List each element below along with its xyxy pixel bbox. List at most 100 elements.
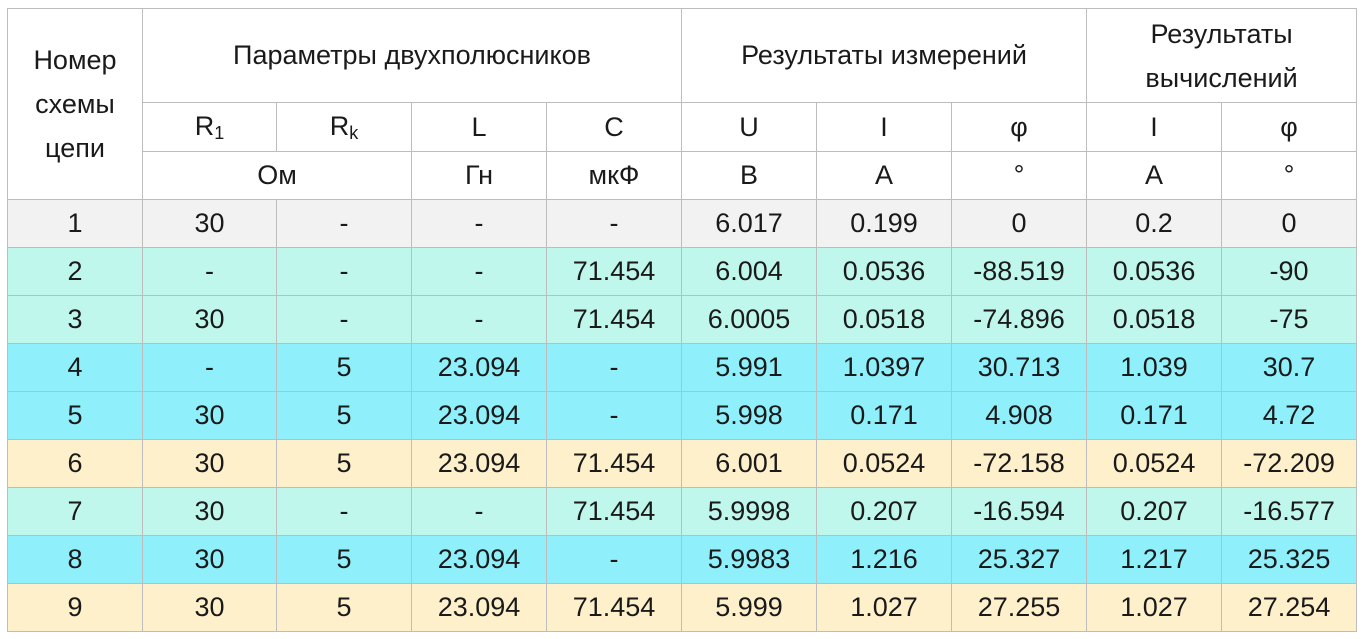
cell-scheme-number: 8 [7,535,143,584]
cell-phi-calculated: 30.7 [1221,343,1358,392]
cell-phi-measured: -72.158 [951,439,1088,488]
table-row: 7 30 - - 71.454 5.9998 0.207 -16.594 0.2… [7,487,1358,536]
cell-l: 23.094 [411,583,547,632]
cell-l: - [411,199,547,248]
header-col-rk-base: R [329,110,350,141]
cell-r1: 30 [142,295,277,344]
table-row: 8 30 5 23.094 - 5.9983 1.216 25.327 1.21… [7,535,1358,584]
cell-r1: - [142,343,277,392]
cell-scheme-number: 9 [7,583,143,632]
cell-phi-measured: -88.519 [951,247,1088,296]
cell-rk: - [276,295,412,344]
cell-i-measured: 0.0524 [816,439,953,488]
cell-phi-calculated: -72.209 [1221,439,1358,488]
header-unit-c: мкФ [545,151,683,200]
header-col-rk: Rk [276,102,412,152]
table-body: 1 30 - - - 6.017 0.199 0 0.2 0 2 - - - 7… [7,199,1358,632]
header-col-phi-calculated: φ [1221,102,1358,152]
cell-i-calculated: 0.0536 [1086,247,1223,296]
header-col-u: U [681,102,818,152]
cell-phi-calculated: -16.577 [1221,487,1358,536]
header-unit-i-calculated: А [1086,151,1223,200]
cell-r1: 30 [142,583,277,632]
cell-phi-measured: 30.713 [951,343,1088,392]
cell-u: 5.999 [681,583,818,632]
cell-l: 23.094 [411,391,547,440]
header-scheme-number: Номер схемы цепи [7,8,143,200]
table-row: 4 - 5 23.094 - 5.991 1.0397 30.713 1.039… [7,343,1358,392]
table-row: 3 30 - - 71.454 6.0005 0.0518 -74.896 0.… [7,295,1358,344]
measurements-table: Номер схемы цепи Параметры двухполюснико… [7,8,1358,632]
cell-r1: 30 [142,487,277,536]
cell-i-calculated: 1.027 [1086,583,1223,632]
table-row: 6 30 5 23.094 71.454 6.001 0.0524 -72.15… [7,439,1358,488]
cell-i-calculated: 0.171 [1086,391,1223,440]
cell-u: 6.0005 [681,295,818,344]
cell-rk: 5 [276,343,412,392]
cell-scheme-number: 3 [7,295,143,344]
header-col-r1-sub: 1 [214,122,225,143]
cell-scheme-number: 7 [7,487,143,536]
cell-i-calculated: 1.039 [1086,343,1223,392]
cell-rk: - [276,487,412,536]
cell-u: 5.9998 [681,487,818,536]
header-col-r1-base: R [194,110,215,141]
cell-rk: 5 [276,439,412,488]
cell-r1: 30 [142,535,277,584]
cell-u: 5.998 [681,391,818,440]
cell-rk: - [276,199,412,248]
cell-phi-measured: 0 [951,199,1088,248]
cell-phi-measured: -74.896 [951,295,1088,344]
cell-l: 23.094 [411,439,547,488]
header-col-i-calculated: I [1086,102,1223,152]
cell-phi-calculated: 25.325 [1221,535,1358,584]
header-col-r1: R1 [142,102,277,152]
cell-c: 71.454 [545,247,683,296]
cell-c: - [545,535,683,584]
cell-phi-calculated: -90 [1221,247,1358,296]
cell-rk: 5 [276,535,412,584]
cell-phi-measured: 27.255 [951,583,1088,632]
cell-i-measured: 0.199 [816,199,953,248]
cell-l: - [411,487,547,536]
cell-c: 71.454 [545,439,683,488]
cell-rk: 5 [276,583,412,632]
cell-i-calculated: 0.2 [1086,199,1223,248]
cell-scheme-number: 2 [7,247,143,296]
cell-i-calculated: 1.217 [1086,535,1223,584]
table-header: Номер схемы цепи Параметры двухполюснико… [7,8,1358,200]
cell-l: - [411,295,547,344]
cell-l: 23.094 [411,343,547,392]
cell-scheme-number: 1 [7,199,143,248]
header-col-phi-measured: φ [951,102,1088,152]
cell-l: 23.094 [411,535,547,584]
header-unit-u: В [681,151,818,200]
cell-u: 6.004 [681,247,818,296]
cell-u: 6.001 [681,439,818,488]
cell-c: 71.454 [545,487,683,536]
cell-u: 6.017 [681,199,818,248]
cell-c: - [545,199,683,248]
cell-scheme-number: 6 [7,439,143,488]
cell-scheme-number: 4 [7,343,143,392]
cell-rk: 5 [276,391,412,440]
cell-c: 71.454 [545,295,683,344]
table-row: 1 30 - - - 6.017 0.199 0 0.2 0 [7,199,1358,248]
cell-r1: 30 [142,199,277,248]
header-group-params: Параметры двухполюсников [141,8,683,103]
cell-l: - [411,247,547,296]
cell-i-measured: 0.0518 [816,295,953,344]
cell-phi-measured: 25.327 [951,535,1088,584]
cell-phi-measured: -16.594 [951,487,1088,536]
cell-i-measured: 1.216 [816,535,953,584]
cell-i-calculated: 0.0524 [1086,439,1223,488]
table-row: 9 30 5 23.094 71.454 5.999 1.027 27.255 … [7,583,1358,632]
cell-i-measured: 1.0397 [816,343,953,392]
cell-phi-calculated: 27.254 [1221,583,1358,632]
header-unit-phi-measured: ° [951,151,1088,200]
cell-c: 71.454 [545,583,683,632]
cell-c: - [545,343,683,392]
cell-u: 5.9983 [681,535,818,584]
cell-scheme-number: 5 [7,391,143,440]
header-unit-phi-calculated: ° [1221,151,1358,200]
